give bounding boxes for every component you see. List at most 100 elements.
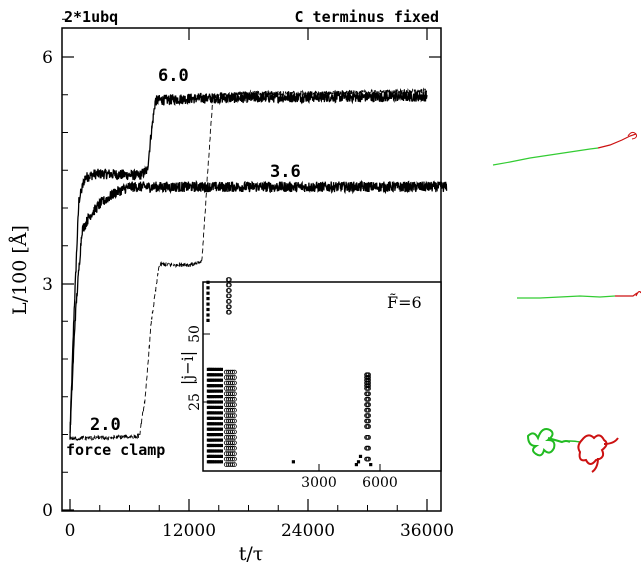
x-tick-label-36000: 36000 xyxy=(400,521,454,541)
inset-point-filled xyxy=(215,460,219,464)
inset-point-open xyxy=(231,391,237,397)
inset-point-open xyxy=(226,293,232,299)
inset-point-filled xyxy=(215,454,219,458)
inset-point-open xyxy=(229,369,235,375)
inset-point-filled xyxy=(211,405,215,409)
inset-point-open xyxy=(366,372,372,378)
inset-point-filled xyxy=(215,389,219,393)
inset-point-filled xyxy=(219,433,223,437)
inset-point-filled xyxy=(217,411,221,415)
inset-point-open xyxy=(231,375,237,380)
inset-point-filled xyxy=(206,313,210,317)
inset-point-filled xyxy=(217,422,221,426)
snapshot-stretched-3-end xyxy=(635,290,641,297)
chart-subtitle: C terminus fixed xyxy=(295,8,440,26)
inset-point-filled xyxy=(215,416,219,420)
inset-point-filled xyxy=(215,373,219,377)
inset-point-open xyxy=(231,434,237,440)
inset-point-filled xyxy=(213,378,217,382)
inset-point-filled xyxy=(354,463,358,467)
inset-point-open xyxy=(231,369,237,375)
inset-point-filled xyxy=(219,389,223,393)
inset-point-open xyxy=(229,445,235,451)
inset-point-filled xyxy=(211,460,215,464)
inset-point-open xyxy=(231,445,237,451)
inset-point-open xyxy=(231,462,237,468)
inset-point-filled xyxy=(217,427,221,431)
inset-point-filled xyxy=(217,460,221,464)
inset-point-open xyxy=(226,277,232,283)
inset-point-filled xyxy=(369,463,373,467)
inset-point-filled xyxy=(213,405,217,409)
inset-point-open xyxy=(229,402,235,408)
inset-point-filled xyxy=(215,433,219,437)
inset-point-open xyxy=(229,456,235,462)
inset-point-open xyxy=(229,380,235,386)
inset-point-filled xyxy=(217,433,221,437)
inset-point-open xyxy=(231,385,237,391)
x-tick-label-24000: 24000 xyxy=(281,521,335,541)
chart-title: 2*1ubq xyxy=(64,8,118,26)
inset-point-open xyxy=(226,298,232,304)
inset-point-filled xyxy=(211,454,215,458)
inset-point-open xyxy=(231,429,237,435)
inset-point-open xyxy=(366,391,372,397)
inset-point-open xyxy=(366,396,372,402)
inset-point-open xyxy=(231,407,237,413)
force-clamp-label: force clamp xyxy=(66,441,165,459)
inset-point-filled xyxy=(215,378,219,382)
inset-point-filled xyxy=(211,438,215,442)
inset-point-filled xyxy=(217,416,221,420)
y-minor-ticks xyxy=(62,18,68,473)
inset-point-filled xyxy=(217,405,221,409)
inset-point-filled xyxy=(215,400,219,404)
snapshot-folded-link xyxy=(559,440,581,443)
inset-point-filled xyxy=(211,395,215,399)
x-minor-ticks xyxy=(99,505,398,511)
inset-point-open xyxy=(231,451,237,457)
inset-point-filled xyxy=(219,460,223,464)
inset-point-open xyxy=(226,304,232,310)
inset-point-filled xyxy=(213,395,217,399)
inset-point-filled xyxy=(211,427,215,431)
inset-point-filled xyxy=(219,367,223,371)
inset-point-filled xyxy=(219,416,223,420)
inset-point-filled xyxy=(213,449,217,453)
inset-point-filled xyxy=(215,449,219,453)
inset-point-open xyxy=(366,407,372,413)
x-axis: 0 12000 24000 36000 t/τ xyxy=(65,28,454,565)
inset-point-open xyxy=(231,413,237,419)
inset-y-tick-label-25: 25 xyxy=(187,393,203,411)
inset-point-open xyxy=(226,282,232,288)
inset-point-filled xyxy=(206,286,210,290)
inset-point-filled xyxy=(211,411,215,415)
inset-y-axis-label: |j−i| xyxy=(178,351,197,385)
inset-x-tick-label-6000: 6000 xyxy=(362,475,398,491)
inset-point-filled xyxy=(219,449,223,453)
inset-point-open xyxy=(229,407,235,413)
inset-point-open xyxy=(229,391,235,397)
inset-point-filled xyxy=(219,395,223,399)
inset-point-filled xyxy=(217,373,221,377)
inset-point-filled xyxy=(213,416,217,420)
inset-point-filled xyxy=(215,438,219,442)
inset-point-filled xyxy=(219,438,223,442)
inset-y-tick-label-50: 50 xyxy=(187,325,203,343)
inset-point-filled xyxy=(358,454,363,458)
inset-point-filled xyxy=(213,427,217,431)
inset-point-filled xyxy=(211,373,215,377)
inset-point-filled xyxy=(219,422,223,426)
inset-points xyxy=(206,277,373,468)
inset-point-open xyxy=(366,418,372,424)
inset-point-open xyxy=(366,424,372,429)
inset-point-filled xyxy=(211,433,215,437)
inset-point-open xyxy=(231,396,237,402)
inset-point-open xyxy=(231,456,237,462)
inset-point-open xyxy=(229,440,235,446)
inset-point-filled xyxy=(211,389,215,393)
inset-point-filled xyxy=(215,395,219,399)
inset-point-open xyxy=(231,424,237,429)
series-line-2-0 xyxy=(69,87,428,441)
inset-point-filled xyxy=(217,395,221,399)
